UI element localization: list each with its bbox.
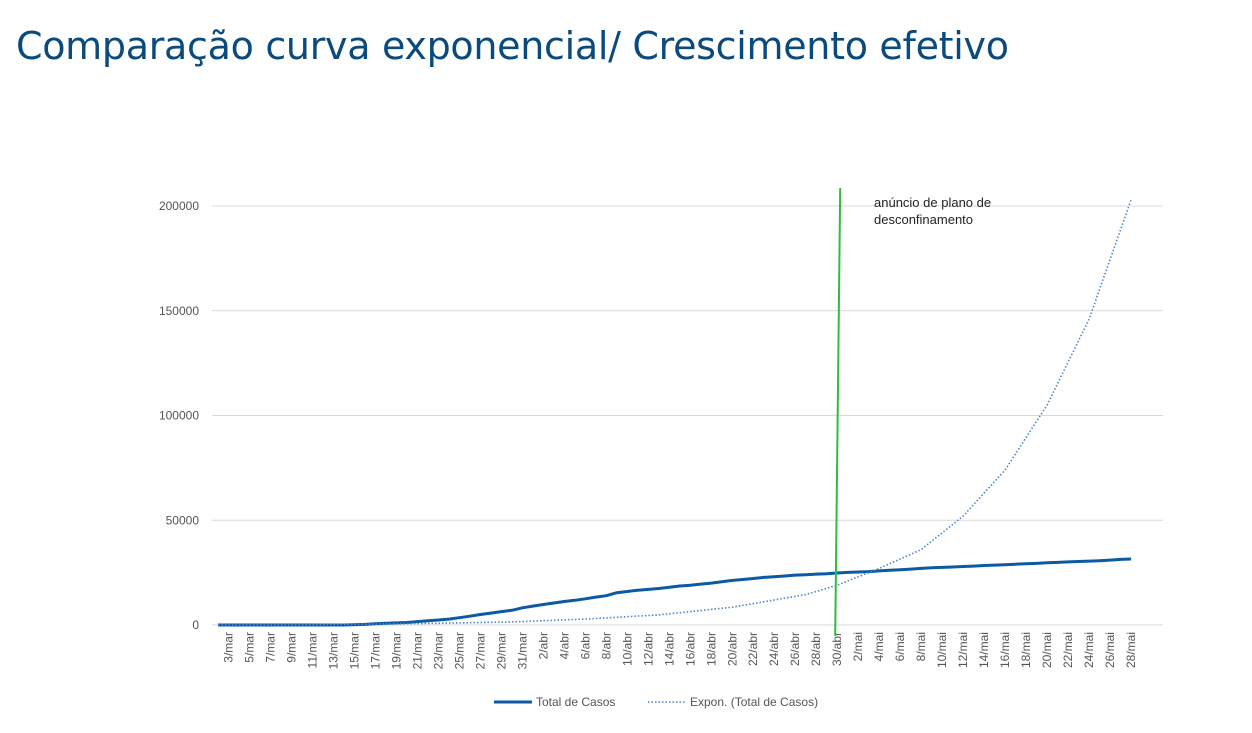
x-tick-label: 16/mai xyxy=(998,632,1012,668)
series-layer xyxy=(218,199,1132,627)
x-tick-label: 22/mai xyxy=(1061,632,1075,668)
annotation: anúncio de plano de desconfinamento xyxy=(834,187,991,637)
x-tick-label: 5/mar xyxy=(242,632,256,663)
x-tick-label: 23/mar xyxy=(431,632,445,669)
annotation-line xyxy=(834,187,842,637)
x-tick-label: 10/mai xyxy=(935,632,949,668)
x-tick-label: 3/mar xyxy=(221,632,235,663)
x-tick-label: 29/mar xyxy=(494,632,508,669)
x-tick-label: 10/abr xyxy=(620,632,634,666)
x-tick-label: 15/mar xyxy=(347,632,361,669)
series-line-expon xyxy=(218,199,1132,626)
x-tick-label: 25/mar xyxy=(452,632,466,669)
x-tick-label: 26/abr xyxy=(788,632,802,666)
x-tick-label: 18/abr xyxy=(704,632,718,666)
grid-layer xyxy=(212,205,1163,626)
x-tick-label: 6/abr xyxy=(578,632,592,659)
x-tick-label: 20/mai xyxy=(1040,632,1054,668)
x-tick-label: 8/mai xyxy=(914,632,928,661)
legend-label-total-casos: Total de Casos xyxy=(536,695,615,709)
x-tick-label: 4/abr xyxy=(557,632,571,659)
x-tick-label: 12/abr xyxy=(641,632,655,666)
x-tick-label: 14/abr xyxy=(662,632,676,666)
x-tick-label: 30/abr xyxy=(830,632,844,666)
x-tick-label: 21/mar xyxy=(410,632,424,669)
x-tick-label: 16/abr xyxy=(683,632,697,666)
y-axis: 0 50000 100000 150000 200000 xyxy=(159,199,199,632)
x-tick-label: 13/mar xyxy=(326,632,340,669)
y-tick-label: 200000 xyxy=(159,199,199,213)
x-tick-label: 2/mai xyxy=(851,632,865,661)
x-axis: 3/mar 5/mar 7/mar 9/mar 11/mar 13/mar 15/mar 17… xyxy=(221,632,1138,669)
x-tick-label: 19/mar xyxy=(389,632,403,669)
x-tick-label: 27/mar xyxy=(473,632,487,669)
legend-label-expon: Expon. (Total de Casos) xyxy=(690,695,818,709)
x-tick-label: 28/abr xyxy=(809,632,823,666)
x-tick-label: 9/mar xyxy=(284,632,298,663)
x-tick-label: 11/mar xyxy=(305,632,319,668)
y-tick-label: 50000 xyxy=(166,513,200,527)
y-tick-label: 100000 xyxy=(159,409,199,423)
series-line-total-casos xyxy=(218,557,1132,627)
x-tick-label: 7/mar xyxy=(263,632,277,663)
x-tick-label: 24/abr xyxy=(767,632,781,666)
x-tick-label: 12/mai xyxy=(956,632,970,668)
x-tick-label: 2/abr xyxy=(536,632,550,659)
x-tick-label: 26/mai xyxy=(1103,632,1117,668)
x-tick-label: 14/mai xyxy=(977,632,991,668)
annotation-text-line2: desconfinamento xyxy=(874,212,973,227)
x-tick-label: 22/abr xyxy=(746,632,760,666)
x-tick-label: 31/mar xyxy=(515,632,529,669)
page-title: Comparação curva exponencial/ Cresciment… xyxy=(16,24,1009,68)
x-tick-label: 6/mai xyxy=(893,632,907,661)
x-tick-label: 17/mar xyxy=(368,632,382,669)
annotation-text-line1: anúncio de plano de xyxy=(874,195,991,210)
x-tick-label: 8/abr xyxy=(599,632,613,659)
x-tick-label: 28/mai xyxy=(1124,632,1138,668)
y-tick-label: 0 xyxy=(192,618,199,632)
x-tick-label: 18/mai xyxy=(1019,632,1033,668)
y-tick-label: 150000 xyxy=(159,304,199,318)
x-tick-label: 24/mai xyxy=(1082,632,1096,668)
legend: Total de Casos Expon. (Total de Casos) xyxy=(494,695,818,709)
x-tick-label: 20/abr xyxy=(725,632,739,666)
x-tick-label: 4/mai xyxy=(872,632,886,661)
